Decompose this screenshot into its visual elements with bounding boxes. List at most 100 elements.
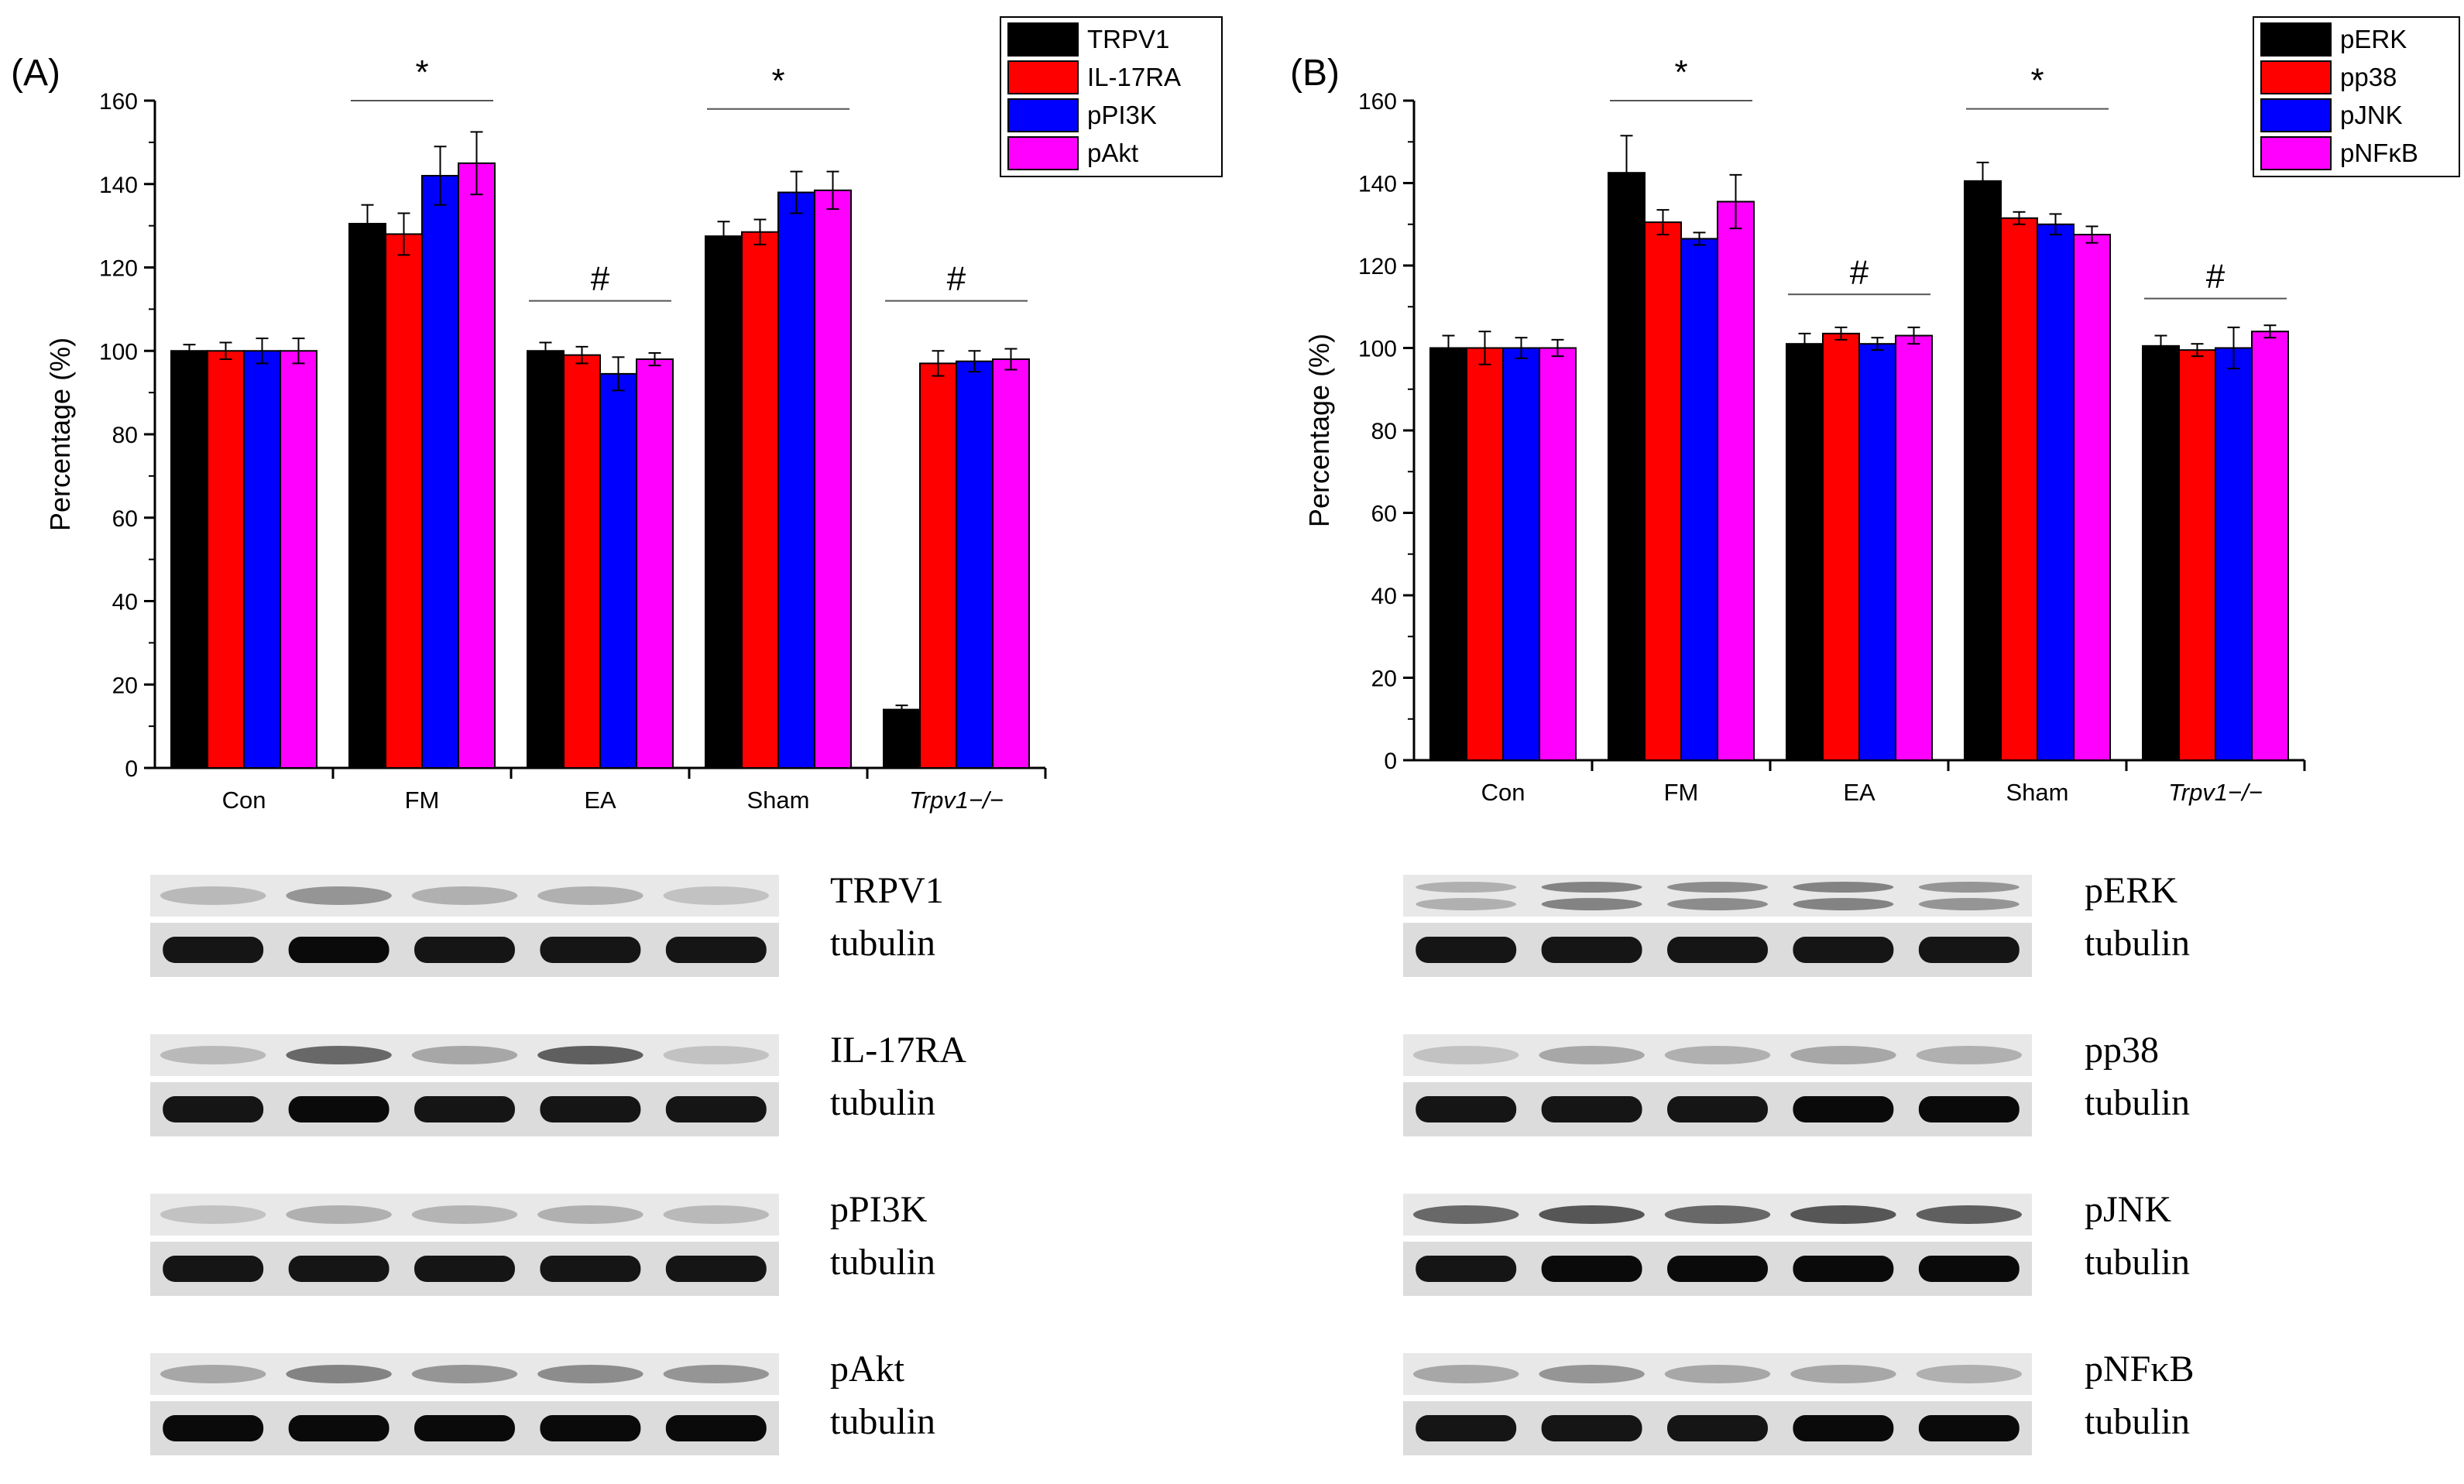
blot-band	[1790, 1205, 1896, 1224]
blot-band	[288, 937, 390, 963]
blot-band	[1541, 882, 1642, 893]
bar	[956, 360, 993, 769]
bar	[2178, 349, 2216, 762]
blot-loading-label: tubulin	[2085, 1082, 2190, 1123]
blot-band	[1667, 937, 1768, 963]
blot-band	[540, 1415, 641, 1441]
blot-band	[663, 1046, 770, 1064]
bar	[599, 372, 637, 769]
blot-loading-label: tubulin	[2085, 1401, 2190, 1442]
bar	[1964, 180, 2002, 761]
blot-band	[1416, 898, 1517, 910]
blot-band	[1664, 1046, 1771, 1064]
blot-band	[160, 886, 266, 905]
blot-band	[1916, 1365, 2023, 1383]
bar	[814, 189, 852, 769]
blot-band	[163, 1256, 264, 1282]
legend-label: TRPV1	[1087, 25, 1169, 53]
significance-marker: #	[947, 260, 966, 298]
bar	[170, 350, 208, 769]
bar	[2215, 347, 2253, 761]
legend-label: pNFκB	[2340, 139, 2418, 167]
x-tick-label: FM	[405, 787, 440, 814]
bar	[207, 350, 245, 769]
y-tick-label: 100	[1358, 337, 1397, 362]
blot-target-label: pAkt	[830, 1349, 905, 1390]
significance-marker: #	[2206, 258, 2225, 296]
y-tick-label: 160	[1358, 89, 1397, 115]
bar	[636, 358, 674, 769]
legend-label: IL-17RA	[1087, 63, 1181, 91]
blot-loading-label: tubulin	[830, 1082, 935, 1123]
blot-band	[1793, 1256, 1894, 1282]
bar	[2142, 344, 2180, 761]
blot-band	[1416, 1096, 1517, 1122]
blot-band	[1793, 1415, 1894, 1441]
blot-band	[663, 1365, 770, 1383]
blot-band	[1790, 1365, 1896, 1383]
blot-band	[288, 1415, 390, 1441]
x-tick-label: Sham	[747, 787, 810, 814]
blot-band	[1667, 898, 1768, 910]
blot-band	[1793, 898, 1894, 910]
blot-band	[1541, 898, 1642, 910]
panel-a: (A) Percentage (%) 0 20 40 60 80 100 120 140 160 Co…	[11, 16, 1223, 1455]
blot-band	[414, 937, 515, 963]
blot-band	[537, 886, 643, 905]
bar	[1502, 347, 1540, 761]
bar	[1644, 221, 1682, 761]
x-tick-label: FM	[1664, 779, 1699, 806]
blot-band	[1918, 1256, 2020, 1282]
legend-swatch	[2260, 22, 2332, 57]
legend-label: pPI3K	[1087, 101, 1157, 129]
blot-band	[537, 1046, 643, 1064]
y-tick-label: 80	[112, 423, 138, 448]
blot-target-label: pERK	[2085, 870, 2177, 911]
blot-band	[160, 1046, 266, 1064]
blot-band	[1667, 1256, 1768, 1282]
legend-swatch	[1007, 22, 1079, 57]
blot-band	[540, 937, 641, 963]
blot-band	[1416, 1415, 1517, 1441]
blot-band	[163, 1096, 264, 1122]
blot-band	[1539, 1046, 1645, 1064]
bar	[1822, 332, 1860, 761]
blot-band	[1416, 882, 1517, 893]
bar	[919, 362, 957, 769]
y-axis-label: Percentage (%)	[44, 338, 76, 531]
bar	[992, 358, 1030, 769]
y-tick-label: 120	[1358, 254, 1397, 279]
y-tick-label: 20	[112, 673, 138, 698]
y-tick-label: 140	[99, 173, 138, 198]
blot-band	[288, 1096, 390, 1122]
blot-band	[288, 1256, 390, 1282]
bar	[1539, 347, 1577, 761]
blot-band	[1416, 937, 1517, 963]
bar	[883, 708, 921, 769]
blot-band	[411, 886, 518, 905]
blot-loading-label: tubulin	[2085, 1242, 2190, 1283]
blot-band	[665, 1256, 767, 1282]
legend-label: pERK	[2340, 25, 2407, 53]
blot-band	[414, 1256, 515, 1282]
blot-band	[286, 886, 392, 905]
blot-target-label: pJNK	[2085, 1189, 2171, 1230]
blot-band	[286, 1205, 392, 1224]
significance-marker: *	[1674, 53, 1687, 91]
blot-band	[1667, 1096, 1768, 1122]
blot-band	[1918, 882, 2020, 893]
y-tick-label: 40	[1371, 584, 1397, 609]
significance-marker: #	[1850, 253, 1869, 291]
x-tick-label: Trpv1−/−	[909, 787, 1004, 814]
blot-band	[1416, 1256, 1517, 1282]
blot-target-label: pp38	[2085, 1030, 2159, 1071]
bar	[741, 231, 779, 769]
legend-swatch	[1007, 60, 1079, 94]
blot-band	[1664, 1365, 1771, 1383]
bar	[1858, 343, 1896, 761]
blot-target-label: pNFκB	[2085, 1349, 2195, 1390]
bar	[280, 350, 317, 769]
legend-swatch	[2260, 136, 2332, 170]
blot-loading-label: tubulin	[830, 1242, 935, 1283]
blot-band	[1918, 1415, 2020, 1441]
